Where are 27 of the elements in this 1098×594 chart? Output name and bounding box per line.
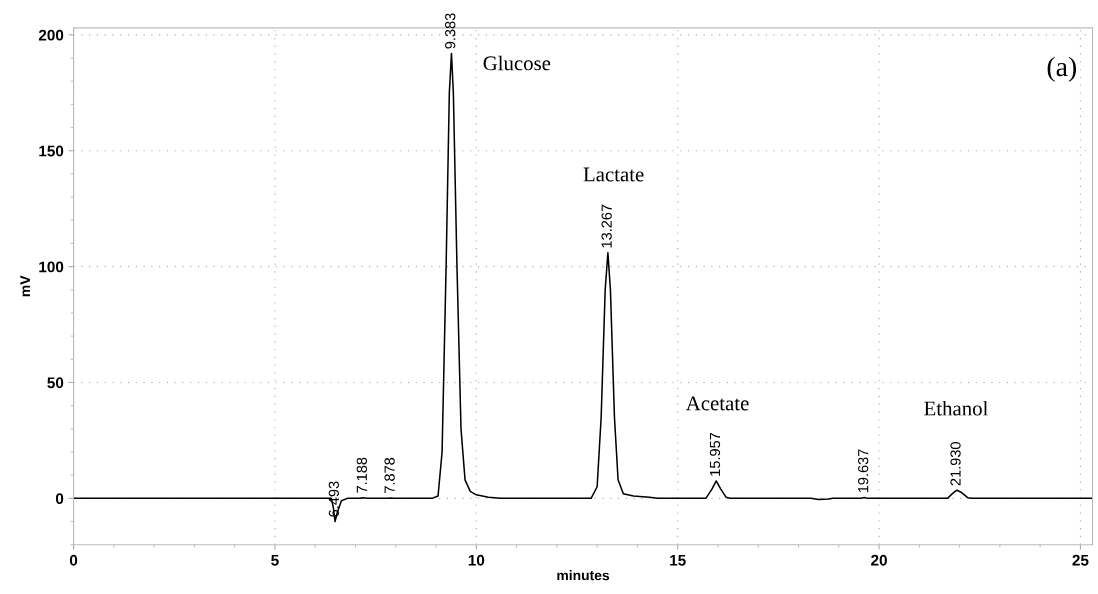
annotation: 9.383 [445, 13, 456, 49]
annotation: 13.267 [601, 204, 612, 248]
annotation: Lactate [583, 167, 644, 182]
x-tick-label: 15 [670, 554, 686, 566]
y-tick-label: 0 [55, 493, 64, 505]
annotation: (a) [1047, 56, 1077, 82]
annotation: 15.957 [709, 432, 721, 476]
annotation: 6.493 [328, 481, 339, 517]
line-series [73, 52, 1093, 523]
y-tick-label: 150 [39, 145, 64, 157]
y-tick-label: 100 [39, 261, 64, 273]
x-tick-label: 25 [1072, 554, 1089, 566]
y-tick-label: 200 [38, 29, 64, 41]
annotation: Glucose [483, 55, 551, 71]
x-tick-label: 5 [271, 554, 279, 566]
annotation: 21.930 [950, 442, 961, 486]
annotation: Acetate [685, 396, 749, 411]
x-axis-title: minutes [557, 570, 610, 581]
x-tick-label: 10 [468, 554, 485, 566]
annotation: 7.878 [384, 457, 395, 493]
y-tick-label: 50 [47, 377, 64, 389]
x-tick-label: 20 [871, 554, 887, 566]
x-tick-label: 0 [69, 554, 78, 566]
y-axis-title: mV [20, 275, 30, 297]
annotation: 7.188 [356, 457, 367, 493]
annotation: Ethanol [924, 400, 988, 416]
annotation: 19.637 [858, 449, 869, 493]
